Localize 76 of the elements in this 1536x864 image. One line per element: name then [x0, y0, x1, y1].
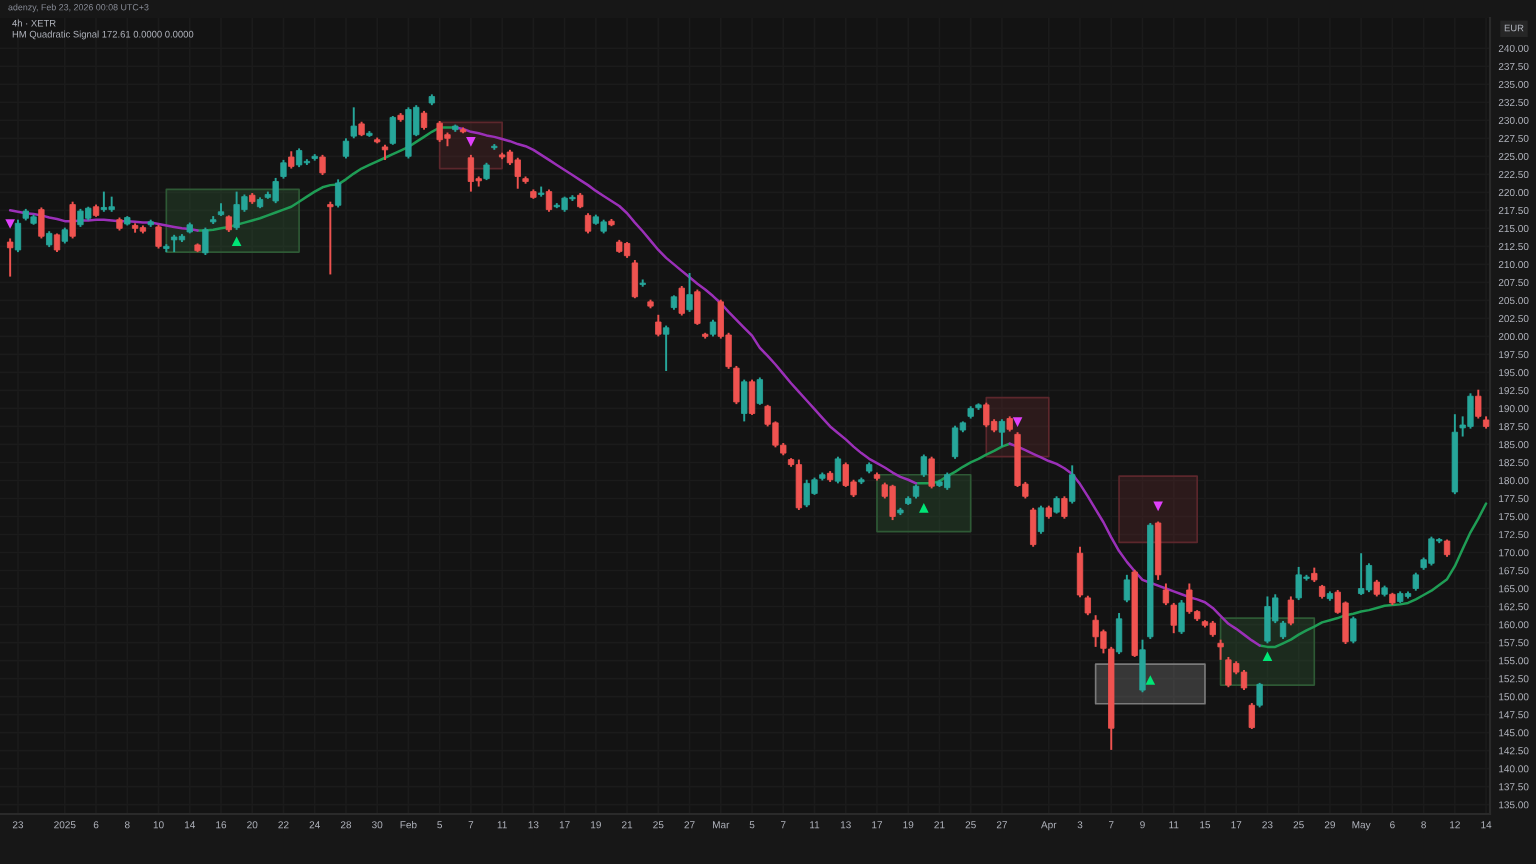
candlestick — [420, 109, 428, 131]
point — [466, 137, 476, 147]
candlestick — [69, 200, 76, 240]
candlestick — [756, 376, 763, 406]
candlestick — [233, 190, 240, 231]
candlestick — [77, 207, 84, 228]
candlestick — [662, 324, 670, 372]
candlestick — [1084, 594, 1091, 617]
candlestick — [741, 378, 748, 423]
candlestick — [951, 424, 959, 460]
candlestick — [748, 378, 756, 416]
candlestick — [342, 137, 350, 160]
candlestick — [1139, 638, 1146, 694]
candlestick — [545, 188, 553, 213]
candlestick — [1030, 506, 1037, 548]
candlestick — [1123, 573, 1131, 604]
candlestick — [7, 237, 14, 278]
candlestick — [155, 223, 162, 250]
candlestick — [1350, 615, 1357, 645]
candlestick — [584, 212, 592, 235]
candlestick — [1186, 582, 1193, 615]
candlestick — [834, 455, 842, 485]
candlestick — [1287, 595, 1295, 627]
candlestick — [1365, 562, 1373, 594]
candlestick — [1178, 599, 1185, 635]
candlestick — [842, 461, 849, 488]
candlestick — [998, 418, 1006, 448]
candlestick — [1240, 668, 1248, 692]
candlestick — [1076, 545, 1084, 599]
candlestick — [280, 158, 287, 180]
point — [1012, 417, 1023, 427]
candlestick — [405, 106, 412, 160]
point — [5, 219, 15, 229]
candlestick — [272, 176, 279, 205]
candlestick — [1037, 504, 1045, 535]
candlestick — [436, 120, 443, 143]
candlestick — [1357, 552, 1365, 596]
candlestick — [1412, 571, 1419, 592]
candlestick — [928, 455, 935, 490]
candlestick — [295, 147, 303, 169]
candlestick — [334, 178, 342, 209]
candlestick — [655, 313, 662, 338]
candlestick — [327, 200, 334, 276]
candlestick — [53, 232, 61, 254]
point — [1262, 651, 1273, 662]
candlestick — [631, 259, 639, 300]
candlestick — [14, 218, 22, 254]
candlestick — [319, 153, 326, 177]
candlestick — [1428, 535, 1435, 567]
candlestick — [1092, 614, 1099, 648]
candlestick — [1069, 464, 1076, 505]
candlestick — [1295, 565, 1302, 602]
candlestick — [983, 401, 990, 429]
candlestick — [678, 285, 685, 317]
point — [1145, 675, 1156, 685]
candlestick — [795, 458, 803, 511]
candlestick — [1264, 595, 1271, 645]
candlestick — [803, 478, 810, 509]
candlestick — [686, 272, 693, 313]
point — [231, 236, 242, 247]
candlestick — [694, 288, 701, 326]
candlestick — [350, 106, 357, 140]
candlestick — [514, 156, 521, 190]
candlestick — [1248, 702, 1255, 730]
candlestick — [202, 226, 209, 256]
candlestick — [38, 206, 45, 240]
candlestick — [100, 190, 108, 213]
candlestick — [1061, 495, 1068, 520]
candlestick — [467, 153, 475, 193]
point — [919, 503, 929, 513]
candlestick — [1256, 681, 1263, 709]
candlestick — [889, 483, 896, 522]
candlestick — [1115, 612, 1123, 656]
candlestick — [920, 453, 927, 478]
candlestick — [1467, 392, 1474, 430]
candlestick — [389, 115, 396, 146]
